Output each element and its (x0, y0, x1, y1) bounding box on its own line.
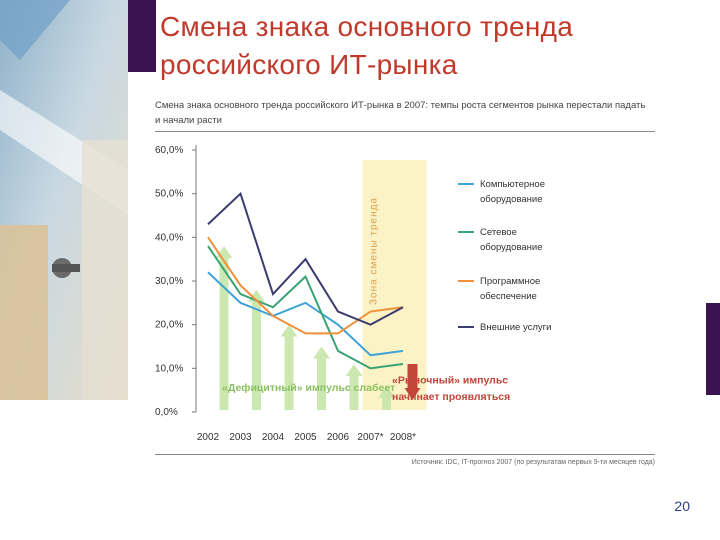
slide-title: Смена знака основного тренда российского… (160, 8, 700, 84)
x-tick-label: 2005 (294, 432, 317, 443)
deficit-arrow (215, 246, 233, 410)
chart-title-line2: и начали расти (155, 115, 222, 126)
deficit-arrow (280, 324, 298, 410)
chart-title: Смена знака основного тренда российского… (155, 98, 660, 128)
legend-label-2-cont: обеспечение (480, 291, 537, 302)
chart-divider (155, 131, 655, 132)
series-line-1 (207, 245, 404, 370)
market-annotation-line1: «Рыночный» импульс (392, 375, 508, 387)
x-tick-label: 2003 (229, 432, 252, 443)
y-tick-label: 50,0% (155, 189, 183, 200)
y-tick-label: 0,0% (155, 407, 178, 418)
slide-title-line2: российского ИТ-рынка (160, 49, 458, 80)
accent-bar-right (706, 303, 720, 395)
slide-title-line1: Смена знака основного тренда (160, 11, 574, 42)
decorative-photo (0, 0, 128, 400)
y-tick-label: 60,0% (155, 145, 183, 156)
deficit-arrow (378, 385, 395, 410)
source-note: Источник: IDC, IT-прогноз 2007 (по резул… (411, 459, 655, 466)
page-number: 20 (674, 498, 690, 514)
y-tick-label: 10,0% (155, 363, 183, 374)
x-tick-label: 2008* (390, 432, 416, 443)
y-tick-label: 20,0% (155, 320, 183, 331)
x-tick-label: 2002 (197, 432, 220, 443)
legend-label-0-cont: оборудование (480, 194, 543, 205)
y-tick-label: 30,0% (155, 276, 183, 287)
trend-zone-label: Зона смены тренда (369, 197, 380, 305)
legend-label-1: Сетевое (480, 227, 517, 238)
line-chart: Зона смены тренда 0,0% 10,0% 20,0% 30,0% 40,0… (155, 145, 551, 443)
series-line-2 (207, 236, 404, 335)
legend-label-2: Программное (480, 276, 540, 287)
source-divider (155, 454, 655, 455)
deficit-annotation: «Дефицитный» импульс слабеет (222, 382, 395, 394)
series-line-0 (207, 271, 404, 357)
market-arrow (404, 363, 421, 400)
deficit-arrow (248, 289, 265, 410)
deficit-arrow (313, 346, 330, 410)
accent-bar-left (128, 0, 156, 72)
x-tick-label: 2006 (327, 432, 350, 443)
chart-title-line1: Смена знака основного тренда российского… (155, 100, 646, 111)
legend-label-0: Компьютерное (480, 179, 545, 190)
x-tick-label: 2004 (262, 432, 285, 443)
x-tick-label: 2007* (357, 432, 383, 443)
market-annotation-line2: начинает проявляться (392, 391, 510, 403)
series-line-3 (207, 191, 404, 326)
y-tick-label: 40,0% (155, 232, 183, 243)
legend-label-3: Внешние услуги (480, 322, 551, 333)
deficit-arrow (345, 363, 363, 410)
legend-label-1-cont: оборудование (480, 242, 543, 253)
